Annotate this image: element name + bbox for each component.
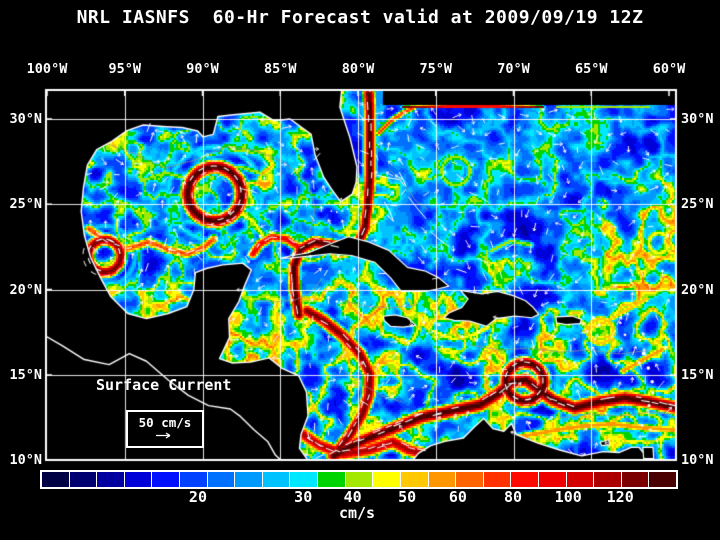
colorbar-tick-label: 100 bbox=[554, 488, 582, 506]
lon-tick-label: 90°W bbox=[186, 61, 219, 77]
lat-tick-label: 15°N bbox=[9, 366, 42, 383]
lat-tick-label: 20°N bbox=[681, 281, 714, 298]
lat-tick-label: 25°N bbox=[681, 196, 714, 213]
colorbar-segment bbox=[538, 472, 566, 487]
colorbar-segment bbox=[180, 472, 207, 487]
lon-tick-label: 70°W bbox=[497, 61, 530, 77]
lon-tick-label: 75°W bbox=[419, 61, 453, 77]
colorbar-segment bbox=[621, 472, 649, 487]
colorbar-segment bbox=[262, 472, 290, 487]
colorbar-segment bbox=[69, 472, 97, 487]
colorbar-tick-label: 50 bbox=[398, 488, 417, 506]
lat-tick-label: 20°N bbox=[9, 281, 42, 298]
reference-arrow-box: 50 cm/s bbox=[126, 410, 204, 448]
colorbar-units-label: cm/s bbox=[338, 504, 376, 522]
colorbar-tick-label: 80 bbox=[504, 488, 523, 506]
lat-tick-label: 10°N bbox=[681, 452, 714, 469]
colorbar-segment bbox=[345, 472, 373, 487]
colorbar-segment bbox=[428, 472, 456, 487]
colorbar-segment bbox=[290, 472, 318, 487]
colorbar-segment bbox=[511, 472, 538, 487]
colorbar-segment bbox=[400, 472, 428, 487]
reference-speed-label: 50 cm/s bbox=[138, 415, 192, 430]
lon-tick-label: 80°W bbox=[341, 61, 375, 77]
colorbar-tick-label: 60 bbox=[448, 488, 467, 506]
colorbar-segment bbox=[97, 472, 124, 487]
lon-tick-label: 85°W bbox=[263, 61, 297, 77]
legend-title: Surface Current bbox=[96, 376, 232, 394]
colorbar-segment bbox=[373, 472, 400, 487]
colorbar bbox=[40, 470, 678, 489]
lon-tick-label: 60°W bbox=[652, 61, 686, 77]
colorbar-segment bbox=[42, 472, 69, 487]
lat-tick-label: 15°N bbox=[681, 366, 714, 383]
colorbar-segment bbox=[456, 472, 483, 487]
plot-title: NRL IASNFS 60-Hr Forecast valid at 2009/… bbox=[76, 7, 644, 28]
colorbar-segment bbox=[124, 472, 152, 487]
colorbar-segment bbox=[483, 472, 511, 487]
colorbar-tick-label: 120 bbox=[606, 488, 634, 506]
lon-tick-label: 95°W bbox=[108, 61, 142, 77]
colorbar-segment bbox=[594, 472, 621, 487]
colorbar-segment bbox=[235, 472, 262, 487]
lat-tick-label: 10°N bbox=[9, 452, 42, 469]
lat-tick-label: 30°N bbox=[681, 111, 714, 127]
reference-arrow-icon bbox=[156, 432, 171, 439]
colorbar-segment bbox=[318, 472, 345, 487]
colorbar-segment bbox=[152, 472, 180, 487]
lat-tick-label: 30°N bbox=[9, 111, 42, 127]
lat-tick-label: 25°N bbox=[9, 196, 42, 213]
lon-tick-label: 100°W bbox=[26, 61, 68, 77]
lon-tick-label: 65°W bbox=[574, 61, 608, 77]
colorbar-segment bbox=[649, 472, 677, 487]
colorbar-segment bbox=[566, 472, 594, 487]
colorbar-tick-label: 30 bbox=[294, 488, 313, 506]
colorbar-tick-label: 40 bbox=[343, 488, 362, 506]
colorbar-tick-label: 20 bbox=[188, 488, 207, 506]
colorbar-segment bbox=[207, 472, 235, 487]
